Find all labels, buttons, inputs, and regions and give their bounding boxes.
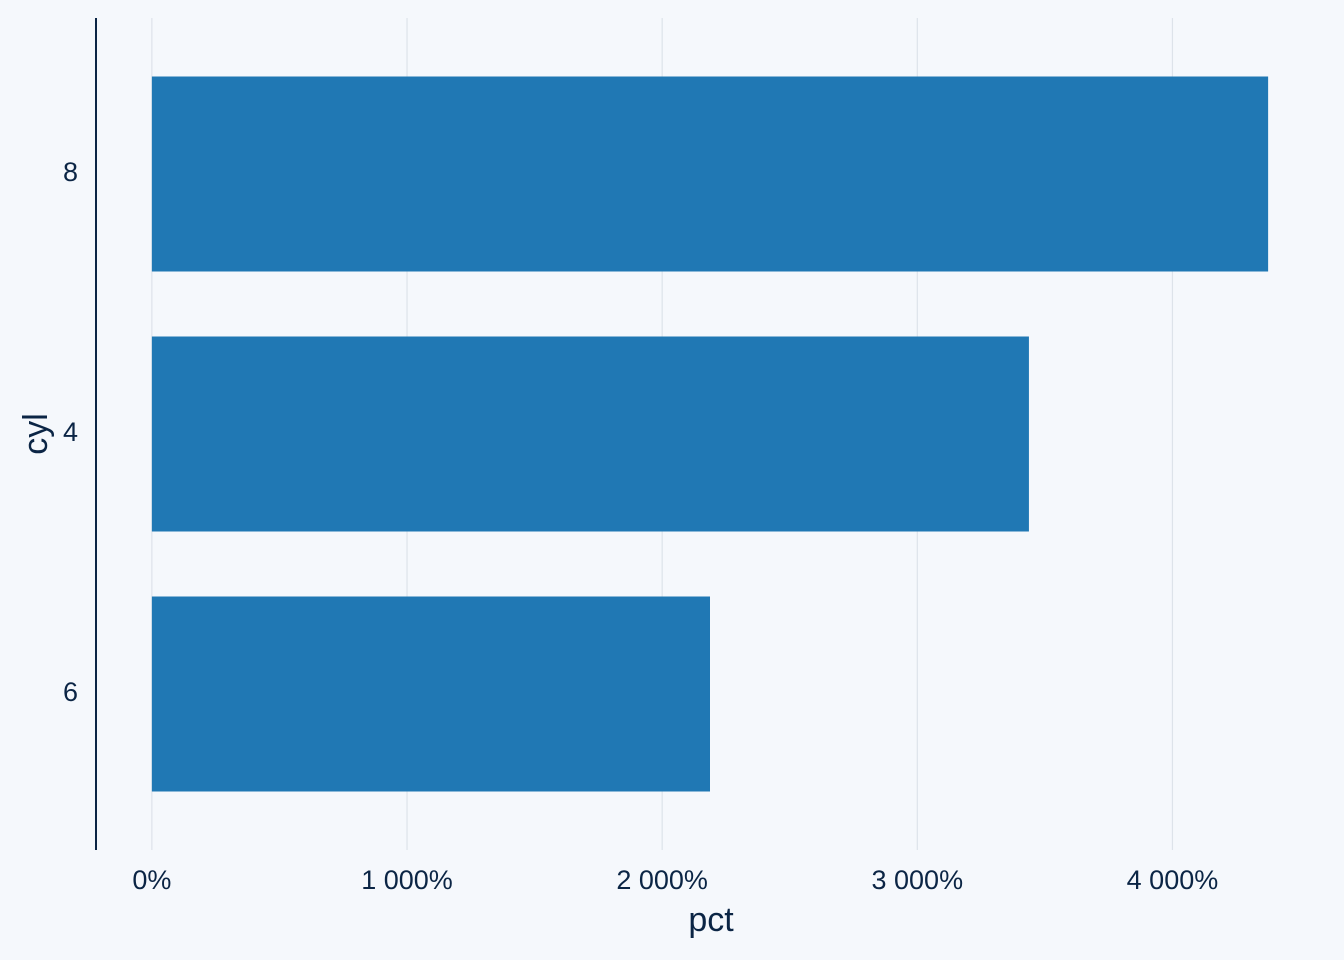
- bar: [151, 596, 711, 792]
- x-tick-label: 1 000%: [361, 865, 453, 895]
- x-tick-label: 2 000%: [616, 865, 708, 895]
- y-tick-label: 4: [63, 417, 78, 447]
- bar: [151, 76, 1269, 272]
- x-tick-label: 4 000%: [1127, 865, 1219, 895]
- y-axis-title: cyl: [17, 413, 55, 455]
- bar: [151, 336, 1029, 532]
- y-tick-label: 8: [63, 157, 78, 187]
- x-tick-label: 3 000%: [872, 865, 964, 895]
- x-axis-title: pct: [688, 901, 734, 939]
- x-tick-label: 0%: [132, 865, 171, 895]
- y-tick-label: 6: [63, 677, 78, 707]
